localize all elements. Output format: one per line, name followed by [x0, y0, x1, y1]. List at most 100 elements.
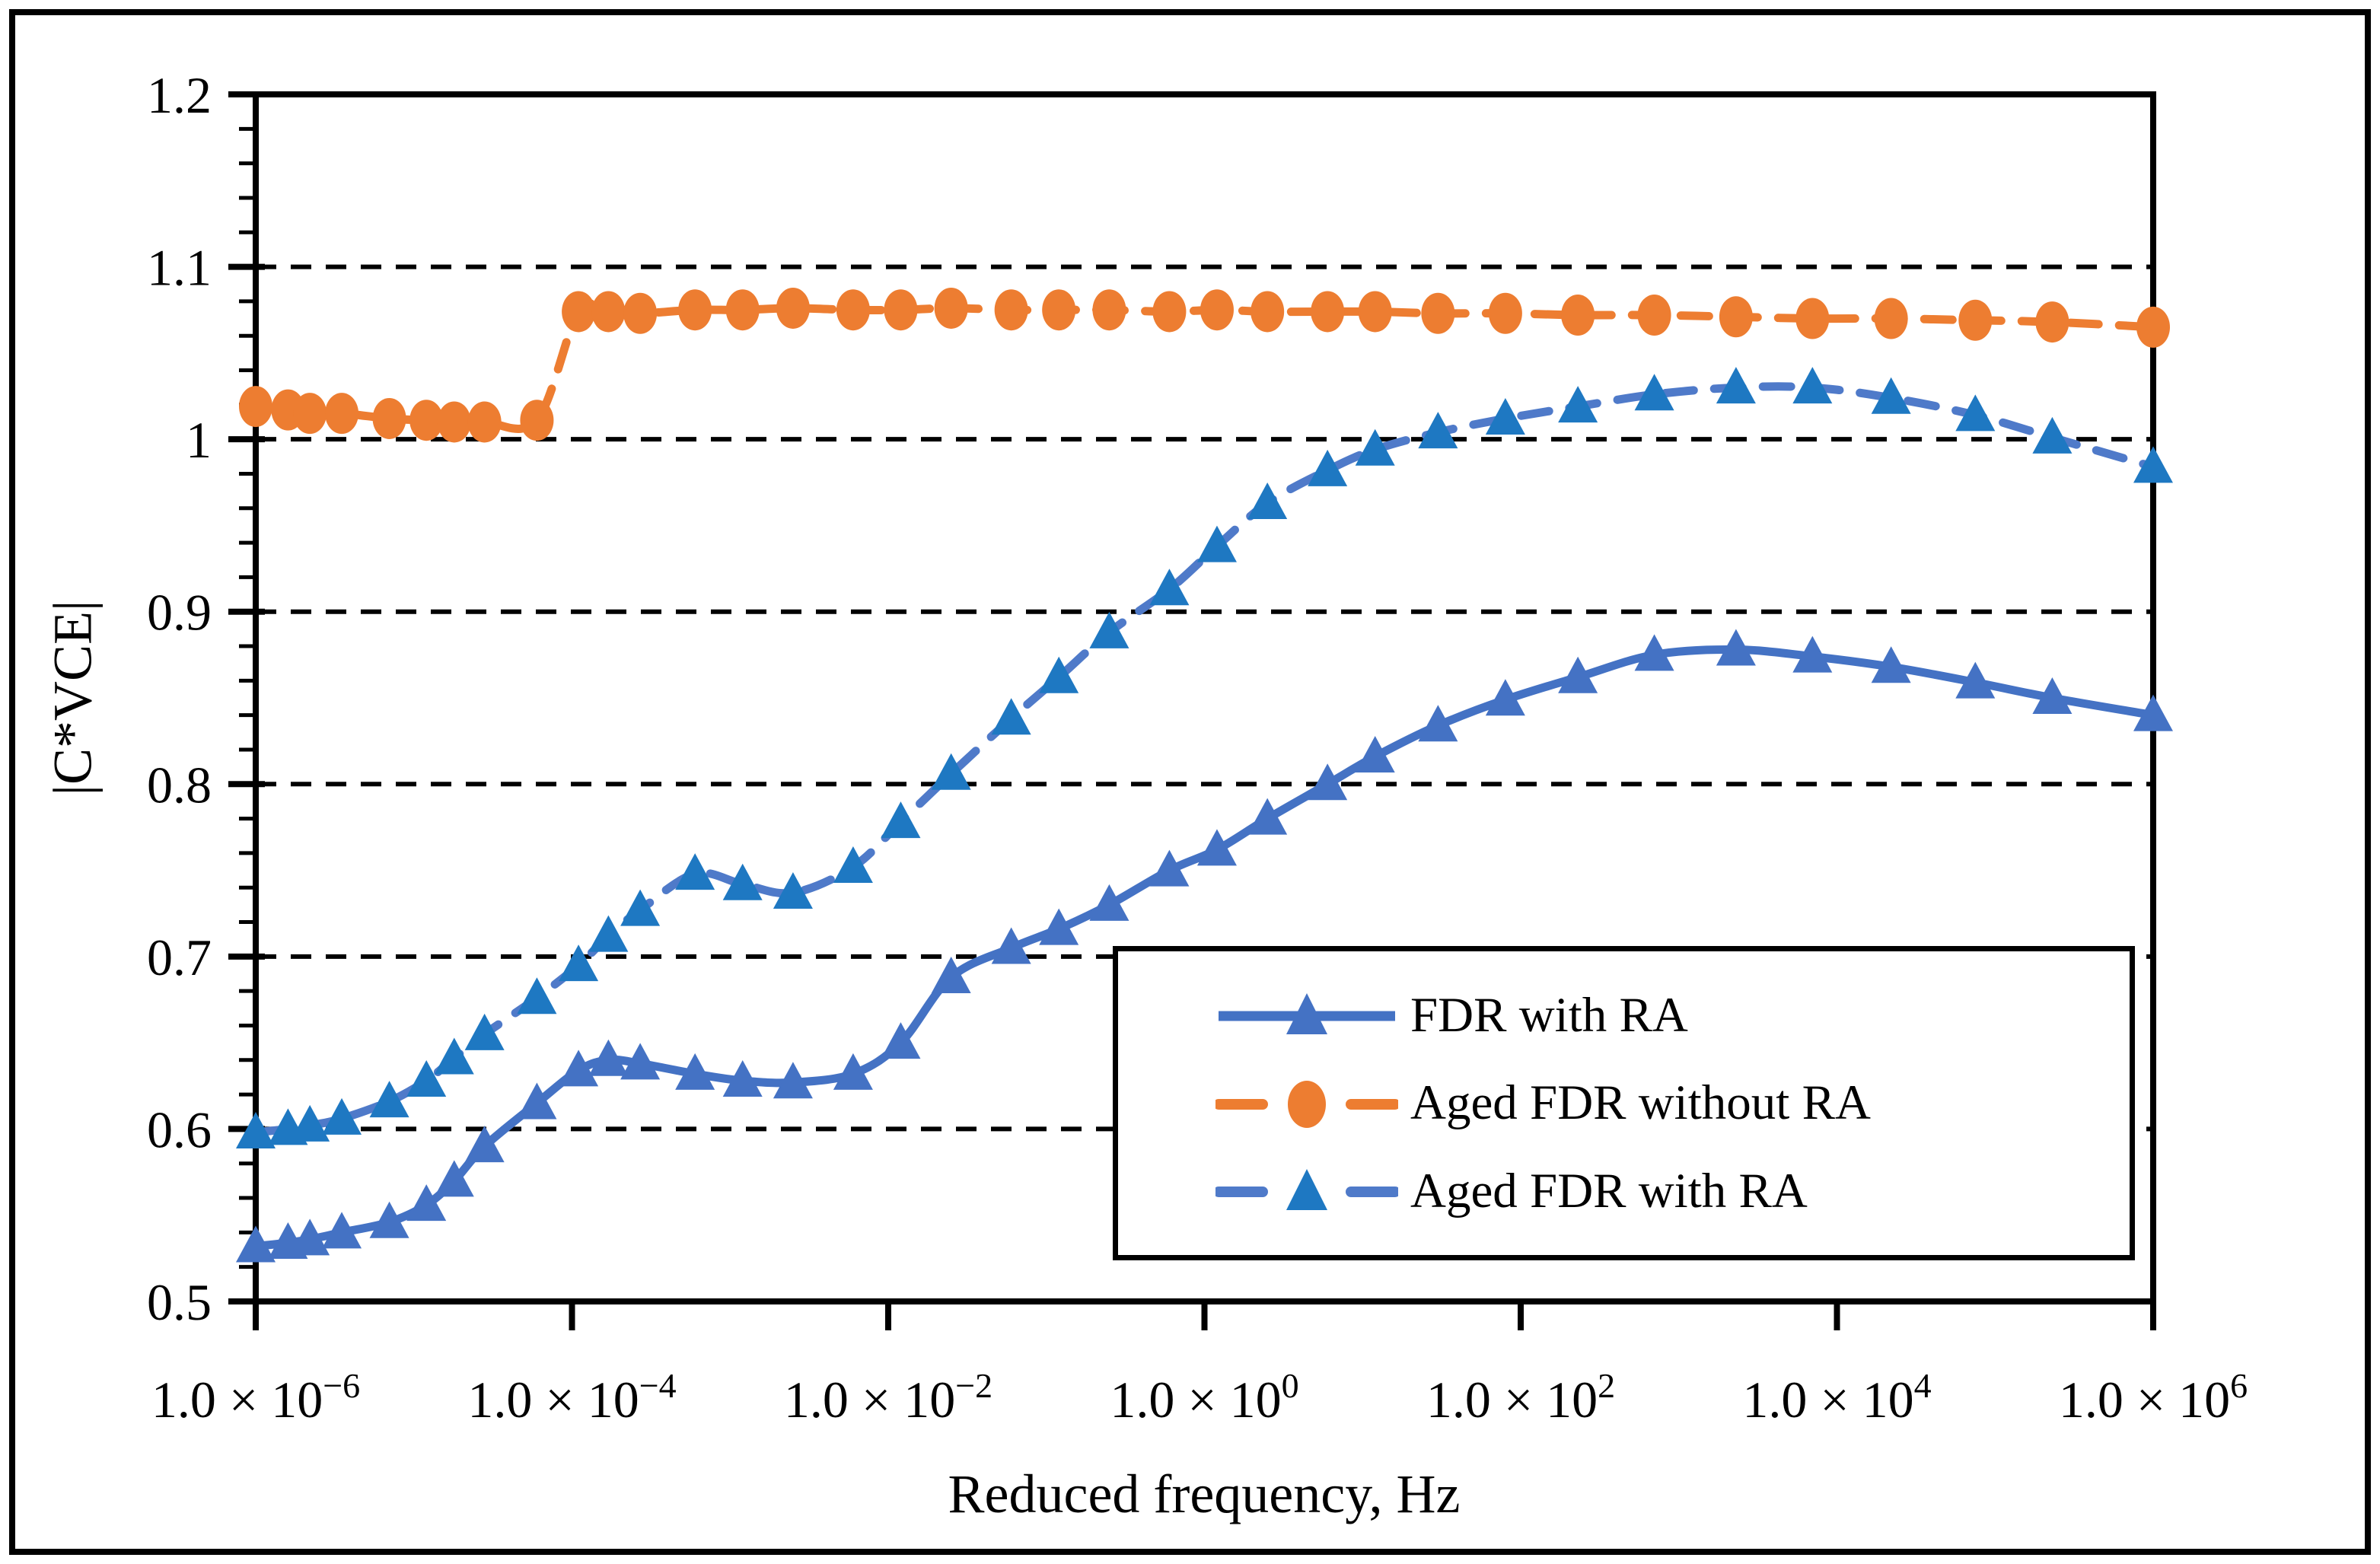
circle-marker-icon: [562, 291, 596, 333]
triangle-marker-icon: [1634, 634, 1674, 671]
y-tick-label: 1.2: [147, 66, 212, 124]
triangle-marker-icon: [559, 1050, 599, 1087]
series-markers-aged-fdr-without-ra: [239, 287, 2170, 443]
triangle-marker-icon: [406, 1184, 447, 1222]
x-tick-label: 1.0 × 100: [1110, 1366, 1298, 1429]
legend-item-fdr-with-ra: FDR with RA: [1215, 987, 2122, 1044]
circle-marker-icon: [884, 289, 918, 331]
circle-marker-icon: [293, 393, 327, 435]
triangle-marker-icon: [1792, 367, 1833, 404]
triangle-marker-icon: [1196, 525, 1237, 562]
circle-marker-icon: [1311, 291, 1345, 333]
triangle-marker-icon: [931, 957, 971, 994]
circle-marker-icon: [836, 289, 870, 331]
legend-symbol-solid-line-triangle-icon: [1219, 993, 1395, 1034]
triangle-marker-icon: [1308, 449, 1348, 486]
legend-item-aged-fdr-without-ra: Aged FDR without RA: [1215, 1075, 2122, 1132]
triangle-marker-icon: [290, 1218, 330, 1256]
circle-marker-icon: [2136, 306, 2170, 348]
triangle-marker-icon: [1558, 656, 1598, 693]
triangle-marker-icon: [369, 1081, 409, 1118]
triangle-marker-icon: [991, 698, 1031, 735]
triangle-marker-icon: [1355, 428, 1395, 466]
series-aged-fdr-without-ra: [239, 287, 2170, 443]
triangle-marker-icon: [1871, 377, 1911, 414]
triangle-marker-icon: [2133, 446, 2173, 483]
circle-marker-icon: [1358, 291, 1392, 333]
triangle-marker-icon: [773, 872, 813, 909]
triangle-marker-icon: [1247, 798, 1288, 835]
triangle-marker-icon: [1355, 736, 1395, 773]
x-tick-label: 1.0 × 10−2: [784, 1366, 992, 1429]
circle-marker-icon: [591, 291, 626, 333]
triangle-marker-icon: [2032, 416, 2073, 454]
triangle-marker-icon: [1089, 884, 1129, 921]
y-tick-label: 0.9: [147, 584, 212, 642]
triangle-marker-icon: [1149, 569, 1190, 606]
circle-marker-icon: [409, 400, 444, 441]
x-tick-label: 1.0 × 106: [2059, 1366, 2248, 1429]
circle-marker-icon: [437, 401, 471, 443]
triangle-marker-icon: [434, 1037, 474, 1075]
triangle-marker-icon: [464, 1126, 505, 1163]
triangle-marker-icon: [2133, 694, 2173, 731]
circle-marker-icon: [623, 292, 658, 334]
y-tick-label: 1: [186, 411, 212, 469]
circle-marker-icon: [725, 289, 760, 331]
circle-marker-icon: [520, 400, 554, 441]
circle-marker-icon: [1152, 291, 1187, 333]
triangle-marker-icon: [773, 1062, 813, 1099]
x-tick-label: 1.0 × 10−4: [467, 1366, 676, 1429]
triangle-marker-icon: [1955, 661, 1996, 699]
triangle-marker-icon: [1792, 635, 1833, 673]
y-tick-label: 0.5: [147, 1273, 212, 1331]
series-markers-fdr-with-ra: [236, 629, 2173, 1263]
circle-marker-icon: [994, 289, 1028, 331]
circle-marker-icon: [372, 397, 406, 439]
series-aged-fdr-with-ra: [236, 367, 2173, 1148]
triangle-marker-icon: [236, 1225, 276, 1263]
legend-label: Aged FDR without RA: [1410, 1075, 1871, 1130]
triangle-marker-icon: [236, 1111, 276, 1148]
triangle-marker-icon: [588, 1039, 629, 1076]
triangle-marker-icon: [620, 1043, 661, 1080]
triangle-marker-icon: [559, 944, 599, 982]
y-tick-label: 1.1: [147, 239, 212, 297]
circle-marker-icon: [1200, 289, 1234, 331]
circle-marker-icon: [1251, 291, 1285, 333]
legend-symbol-dashed-line-circle-icon: [1215, 1080, 1398, 1128]
legend-label: FDR with RA: [1410, 987, 1688, 1043]
triangle-marker-icon: [1418, 412, 1458, 449]
triangle-marker-icon: [675, 853, 715, 890]
circle-marker-icon: [1719, 296, 1753, 338]
circle-marker-icon: [2035, 301, 2069, 343]
legend-item-aged-fdr-with-ra: Aged FDR with RA: [1215, 1163, 2122, 1220]
triangle-marker-icon: [406, 1059, 447, 1097]
legend: FDR with RA Aged FDR without RA Aged FDR…: [1113, 946, 2135, 1260]
triangle-marker-icon: [1485, 679, 1525, 716]
y-tick-label: 0.6: [147, 1101, 212, 1158]
circle-marker-icon: [1795, 298, 1830, 339]
series-markers-aged-fdr-with-ra: [236, 367, 2173, 1148]
triangle-marker-icon: [290, 1104, 330, 1142]
triangle-marker-icon: [1871, 646, 1911, 683]
triangle-marker-icon: [1149, 849, 1190, 887]
legend-label: Aged FDR with RA: [1410, 1163, 1808, 1218]
circle-marker-icon: [1488, 292, 1522, 334]
triangle-marker-icon: [517, 1082, 557, 1120]
circle-marker-icon: [1958, 299, 1993, 341]
y-axis-title: |C*VCE|: [42, 600, 104, 796]
y-tick-label: 0.7: [147, 929, 212, 986]
circle-marker-icon: [239, 386, 272, 428]
legend-symbol-dashed-line-triangle-icon: [1215, 1169, 1398, 1210]
triangle-marker-icon: [1089, 611, 1129, 648]
triangle-marker-icon: [369, 1201, 409, 1238]
x-tick-label: 1.0 × 104: [1742, 1366, 1931, 1429]
triangle-marker-icon: [881, 1022, 921, 1059]
circle-marker-icon: [776, 287, 810, 329]
triangle-marker-icon: [2032, 677, 2073, 714]
triangle-marker-icon: [517, 977, 557, 1015]
x-axis-title: Reduced frequency, Hz: [948, 1464, 1461, 1524]
